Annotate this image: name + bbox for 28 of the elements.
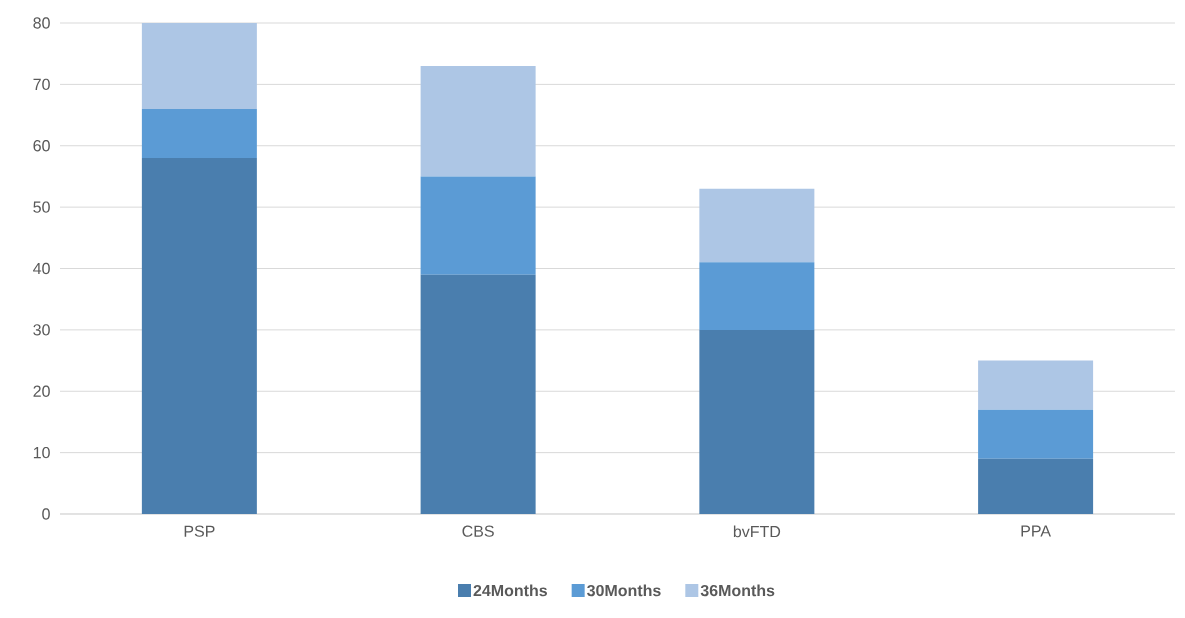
- y-tick-label: 60: [33, 140, 50, 152]
- bar: [978, 409, 1094, 459]
- legend-label: 30Months: [587, 584, 661, 597]
- x-tick-label: CBS: [462, 525, 494, 537]
- bar: [978, 458, 1094, 514]
- bar: [420, 65, 536, 177]
- bar: [141, 23, 257, 109]
- legend-label: 24Months: [473, 584, 548, 597]
- x-tick-label: PSP: [184, 525, 215, 537]
- y-tick-label: 70: [33, 78, 50, 91]
- x-tick-label: bvFTD: [733, 525, 781, 538]
- legend-label: 36Months: [700, 584, 775, 597]
- bar: [141, 108, 257, 159]
- bar: [699, 329, 815, 514]
- y-tick-label: 20: [33, 385, 50, 397]
- y-tick-label: 0: [42, 508, 50, 520]
- bar: [699, 262, 815, 330]
- bar: [141, 158, 257, 514]
- x-tick-label: PPA: [1021, 525, 1051, 537]
- bar: [699, 188, 815, 263]
- y-tick-label: 40: [33, 262, 50, 275]
- y-tick-label: 10: [33, 446, 50, 459]
- y-tick-label: 50: [33, 201, 50, 213]
- bar: [420, 274, 536, 514]
- bar: [420, 176, 536, 275]
- y-tick-label: 30: [33, 324, 50, 336]
- y-tick-label: 80: [33, 17, 50, 29]
- bar: [978, 360, 1094, 410]
